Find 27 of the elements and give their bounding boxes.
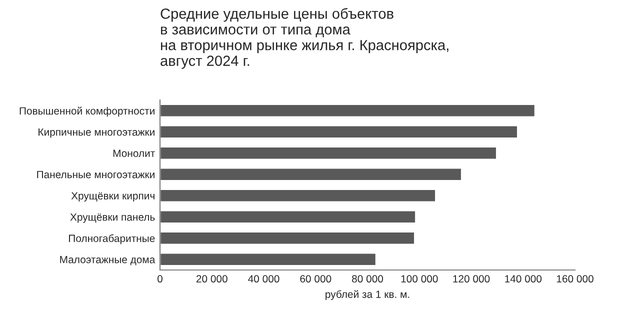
y-tick-label: Панельные многоэтажки [37,170,154,178]
x-tick-label: 40 000 [248,275,280,283]
bar [160,210,416,224]
y-tick-label: Монолит [113,150,155,157]
bar [160,167,462,182]
x-axis-title: рублей за 1 кв. м. [326,290,410,300]
x-tick-label: 140 000 [505,275,542,283]
y-tick-label: Повышенной комфортности [20,106,154,117]
y-tick-label: Малоэтажные дома [60,256,156,266]
x-tick-label: 120 000 [453,275,490,283]
bar [160,252,377,266]
x-tick-label: 0 [158,275,162,283]
bar [160,124,518,139]
bar [160,146,498,160]
y-tick-label: Хрущёвки панель [70,213,155,223]
y-tick-label: Хрущёвки кирпич [71,192,154,202]
bar [160,104,536,118]
bar [160,188,436,203]
x-tick-label: 20 000 [196,275,228,283]
x-tick-label: 80 000 [352,275,384,283]
y-tick-label: Полногабаритные [69,234,155,244]
x-tick-label: 60 000 [300,275,332,283]
chart-title: Средние удельные цены объектов в зависимости от типа дома на вторичном рынке жилья г. Красноярска, август 2024 г. [160,8,448,69]
x-tick-label: 100 000 [401,275,438,283]
y-tick-label: Кирпичные многоэтажки [38,128,154,138]
bar [160,231,416,246]
x-tick-label: 160 000 [556,275,594,283]
